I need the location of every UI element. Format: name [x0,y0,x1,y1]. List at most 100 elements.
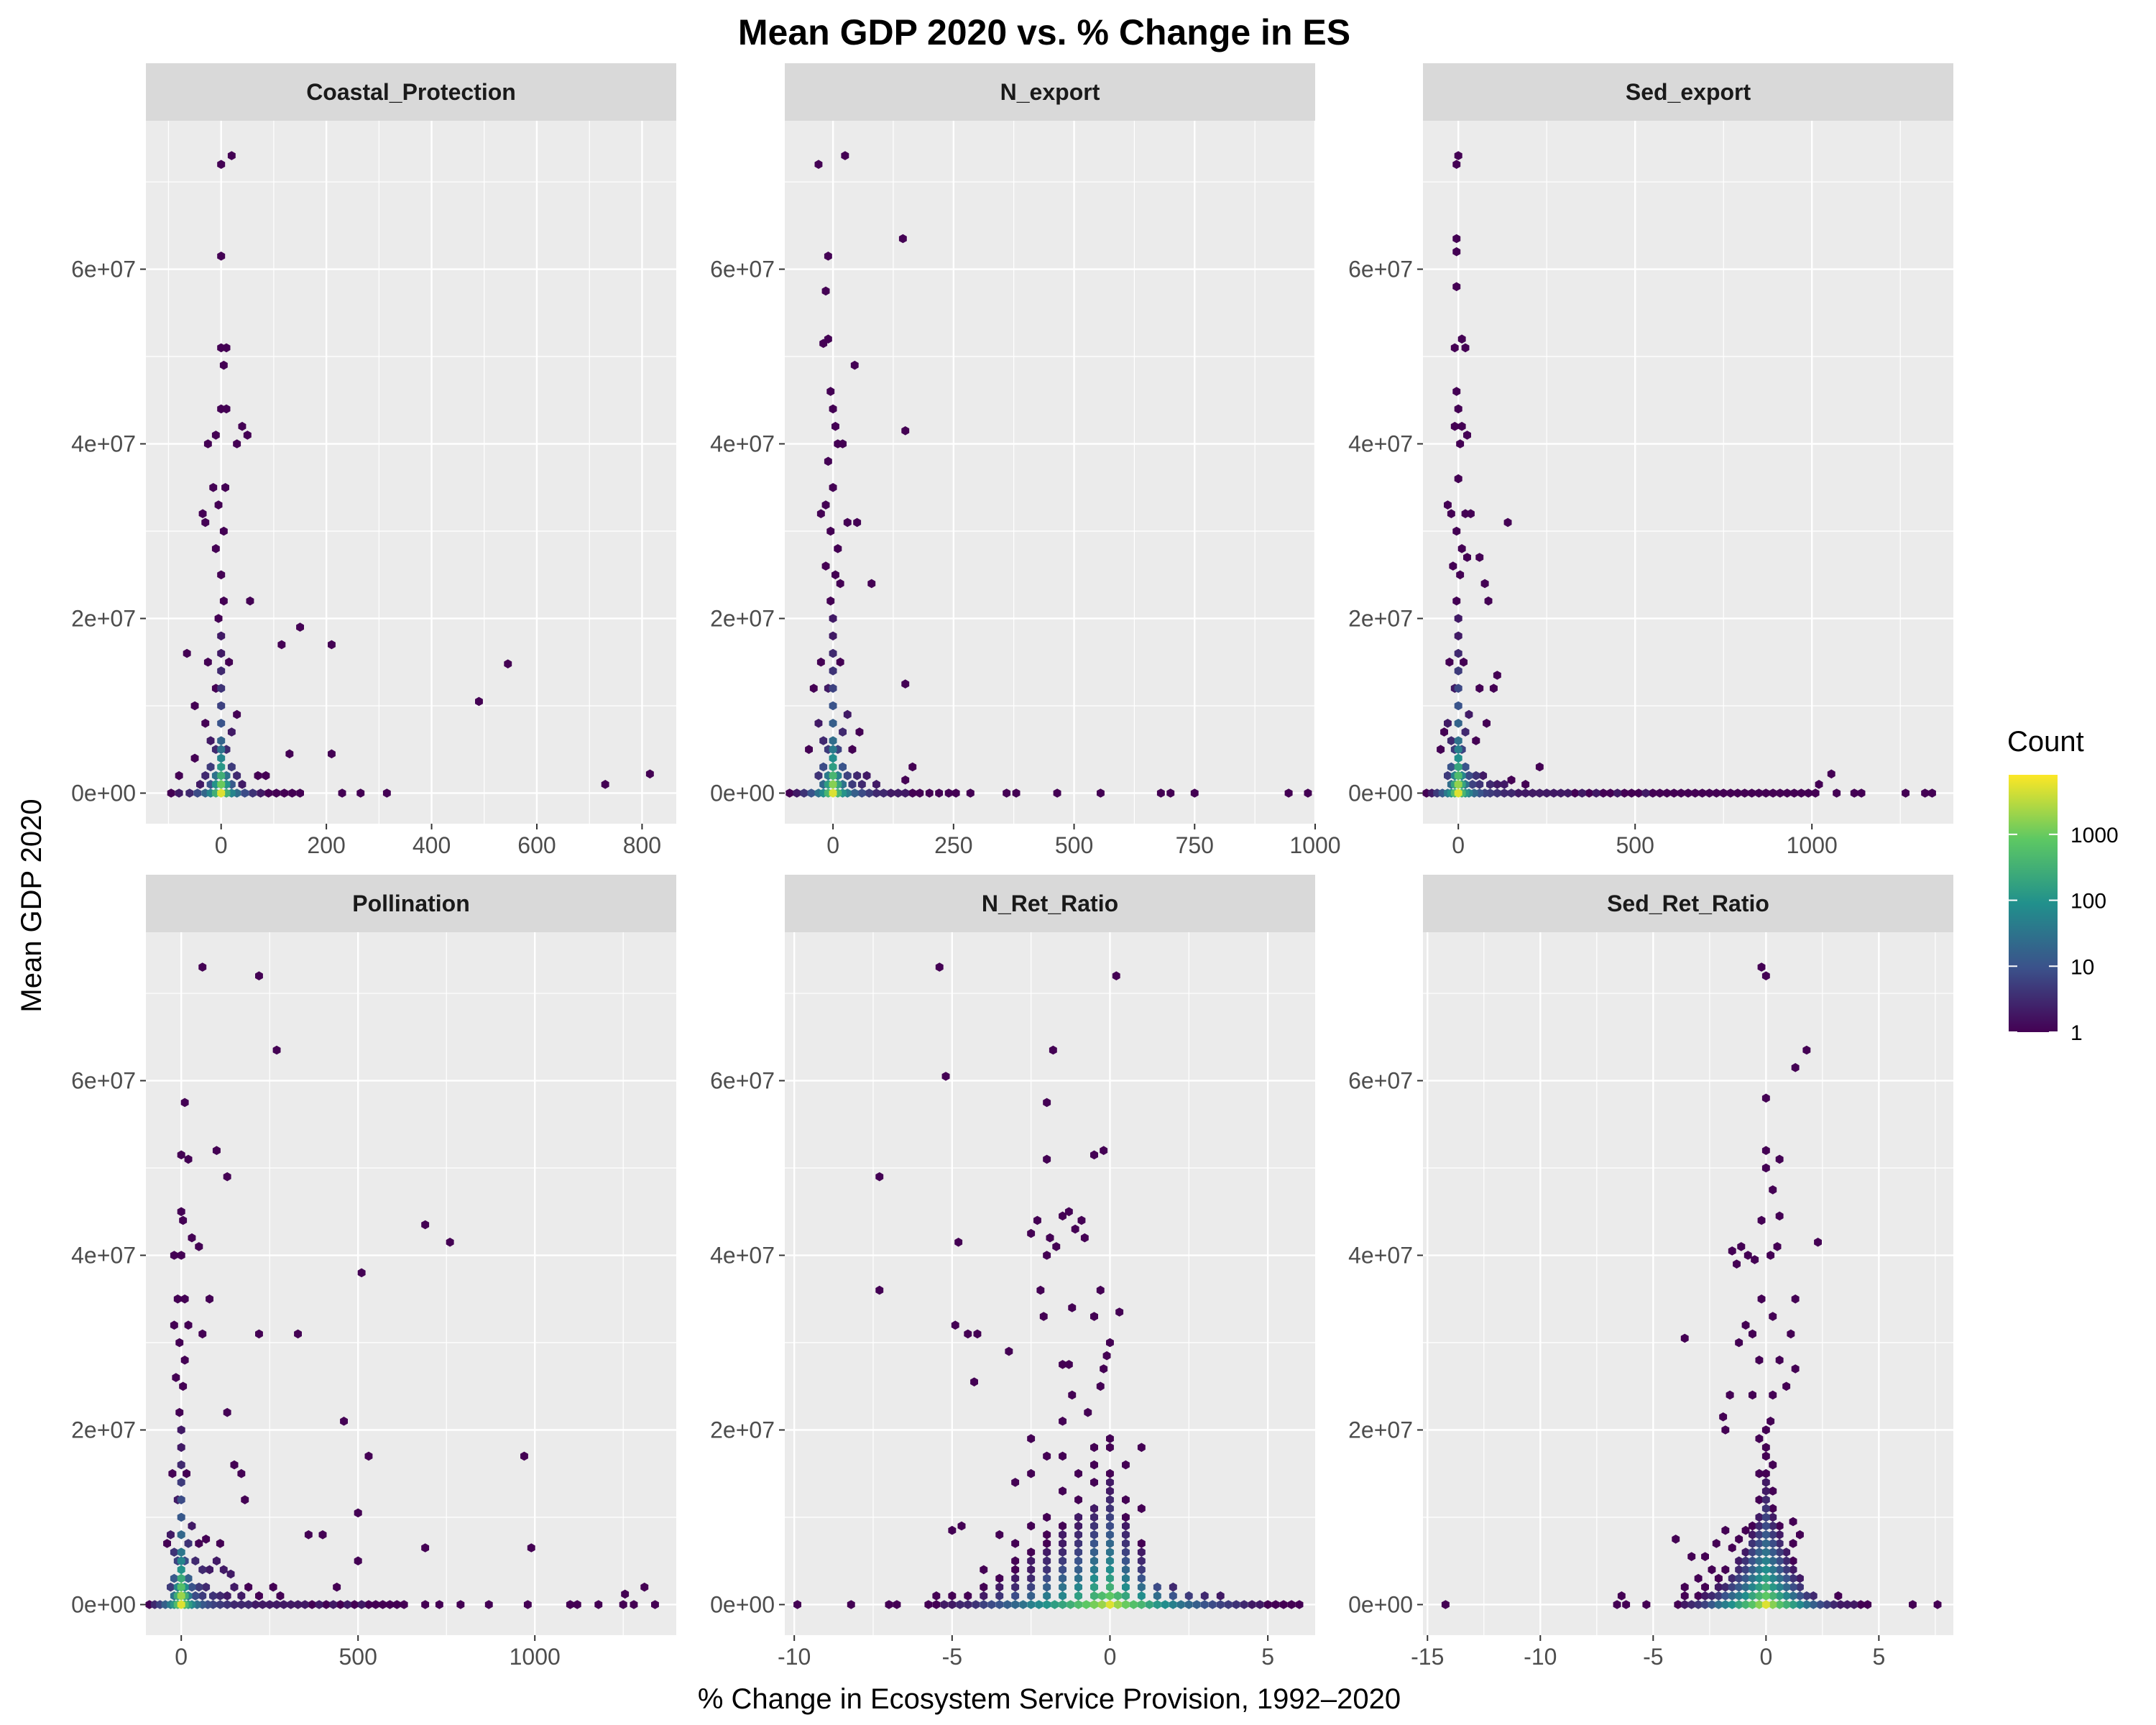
hex-bin [227,762,236,772]
x-tick-label: -5 [1643,1644,1663,1670]
hex-bin [1440,727,1448,737]
hex-bin [230,1460,239,1470]
hex-bin [1200,1591,1209,1601]
hex-bin [1122,1495,1130,1504]
hex-bin [230,1582,239,1592]
hex-bin [1122,1600,1130,1609]
hex-bin [1122,1565,1130,1575]
hex-bin [1761,1556,1770,1565]
hex-bin [1755,1565,1764,1575]
hex-bin [865,788,873,798]
hex-bin [1761,1478,1770,1487]
hex-bin [885,1600,893,1609]
hex-bin [237,1468,246,1478]
hex-bin [1122,1582,1130,1592]
hex-bin [816,657,825,667]
hex-bin [354,1508,362,1518]
hex-bin [829,745,837,754]
hex-bin [421,1220,430,1230]
hex-bin [1755,1521,1764,1531]
hex-bin [1755,1573,1764,1583]
hex-bin [836,579,844,589]
hex-bin [1757,1215,1766,1225]
hex-bin [1184,1591,1193,1601]
hex-bin [1454,614,1462,623]
hex-bin [296,622,304,632]
hex-bin [1796,1591,1804,1601]
facet-Coastal_Protection: Coastal_Protection 0e+00 2e+07 4e+07 6e+07 0 2… [71,63,676,858]
hex-bin [1775,1356,1784,1365]
hex-bin [167,788,175,798]
hex-bin [1074,1512,1082,1522]
hex-bin [1263,1600,1272,1609]
hex-bin [255,1591,263,1601]
hex-bin [1059,1360,1067,1369]
hex-bin [872,788,880,798]
hex-bin [1011,1591,1020,1601]
hex-bin [1454,648,1462,658]
hex-bin [1480,579,1489,589]
hex-bin [1775,1556,1784,1565]
hex-bin [315,1600,323,1609]
x-tick-label: 1000 [1289,832,1340,858]
hex-bin [1074,1530,1082,1540]
hex-bin [167,1530,175,1540]
facet-strip [785,875,1315,932]
hex-bin [1680,1582,1689,1592]
hex-bin [816,509,825,518]
hex-bin [1761,1539,1770,1548]
hex-bin [867,579,876,589]
hex-bin [1064,1207,1073,1217]
hex-bin [1447,509,1455,518]
hex-bin [233,770,241,781]
hex-bin [1535,762,1544,772]
hex-bin [1452,596,1461,606]
hex-bin [1909,1600,1917,1609]
hex-bin [1074,1468,1082,1478]
color-legend: Count 1 10 100 1000 [2007,726,2119,1045]
hex-bin [167,1582,175,1592]
hex-bin [195,1539,203,1548]
hex-bin [1735,1338,1743,1348]
hex-bin [217,252,226,261]
hex-bin [1769,1390,1777,1400]
hex-bin [1106,1573,1114,1583]
hex-bin [807,788,816,798]
panel-background [146,932,676,1635]
hex-bin [1741,1591,1750,1601]
hex-bin [272,1600,281,1609]
hex-bin [1077,1215,1086,1225]
hex-bin [456,1600,465,1609]
hex-bin [1027,1228,1036,1238]
hex-bin [995,1530,1004,1540]
hex-bin [1634,788,1643,798]
hex-bin [1106,1486,1114,1496]
hex-bin [372,1600,380,1609]
hex-bin [1791,1063,1800,1072]
hex-bin [821,286,830,296]
x-tick-label: 400 [413,832,451,858]
hex-bin [188,1521,196,1531]
hex-bin [1708,1565,1716,1575]
hex-bin [935,788,944,798]
panel-background [146,121,676,824]
hex-bin [857,780,866,789]
hex-bin [1011,1565,1020,1575]
facet-panels: Coastal_Protection 0e+00 2e+07 4e+07 6e+07 0 2… [71,63,1953,1670]
x-tick-label: 0 [1452,832,1465,858]
hex-bin [853,518,862,528]
hex-bin [1761,1443,1770,1453]
legend-tick-label: 10 [2070,955,2094,979]
hex-bin [1721,1600,1730,1609]
hex-bin [1074,1591,1082,1601]
hex-bin [222,343,231,353]
hex-bin [1726,788,1735,798]
hex-bin [1791,1364,1800,1374]
hex-bin [573,1600,581,1609]
hex-bin [255,971,263,980]
x-tick-label: 5 [1872,1644,1885,1670]
hex-bin [1755,1547,1764,1557]
hex-bin [1627,788,1636,798]
hex-bin [1721,1425,1730,1435]
hex-bin [1156,788,1165,798]
